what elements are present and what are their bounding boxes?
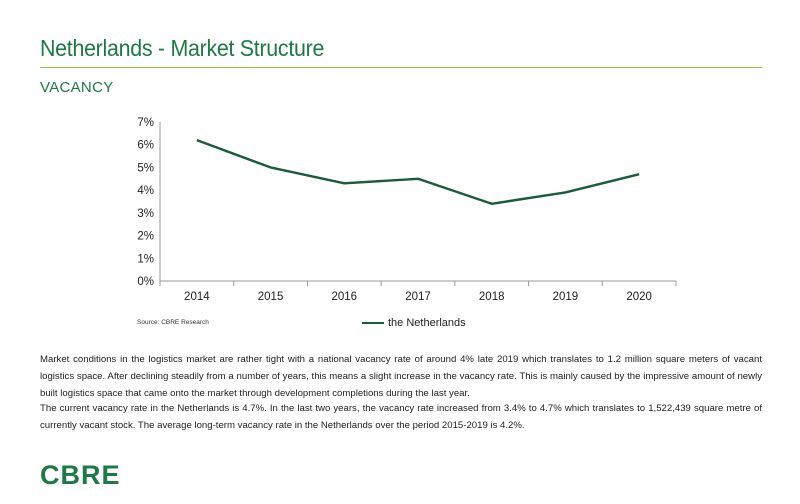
section-subtitle: VACANCY (40, 79, 114, 96)
cbre-logo: CBRE (40, 460, 121, 490)
title-divider (40, 67, 762, 68)
series-line (196, 139, 640, 205)
x-axis: 2014 2015 2016 2017 2018 2019 2020 (159, 280, 677, 303)
x-tick-label: 2014 (184, 291, 210, 303)
y-tick-label: 4% (137, 185, 154, 197)
chart-source: Source: CBRE Research (137, 319, 209, 326)
x-tick-label: 2020 (626, 291, 652, 303)
x-tick-label: 2015 (258, 291, 284, 303)
page-title: Netherlands - Market Structure (40, 35, 325, 61)
y-tick-label: 2% (137, 231, 154, 243)
y-tick-label: 1% (137, 253, 154, 265)
y-tick-label: 7% (137, 117, 154, 129)
paragraph-2: The current vacancy rate in the Netherla… (40, 403, 762, 431)
y-tick-label: 3% (137, 208, 154, 220)
legend-swatch (362, 322, 384, 324)
legend-label: the Netherlands (388, 317, 466, 329)
x-tick-label: 2018 (479, 291, 505, 303)
paragraph-1: Market conditions in the logistics marke… (40, 354, 762, 399)
x-tick-label: 2019 (553, 291, 579, 303)
y-tick-label: 5% (137, 162, 154, 174)
x-tick-label: 2016 (331, 291, 357, 303)
y-tick-label: 0% (137, 276, 154, 288)
y-axis: 0% 1% 2% 3% 4% 5% 6% 7% (137, 117, 161, 288)
y-tick-label: 6% (137, 140, 154, 152)
series-layer (196, 139, 640, 205)
x-tick-label: 2017 (405, 291, 431, 303)
chart-legend: the Netherlands (362, 317, 466, 329)
vacancy-line-chart: 0%1%2%3%4%5%6%7% 2014 2015 2016 2017 2018 201… (137, 117, 677, 303)
